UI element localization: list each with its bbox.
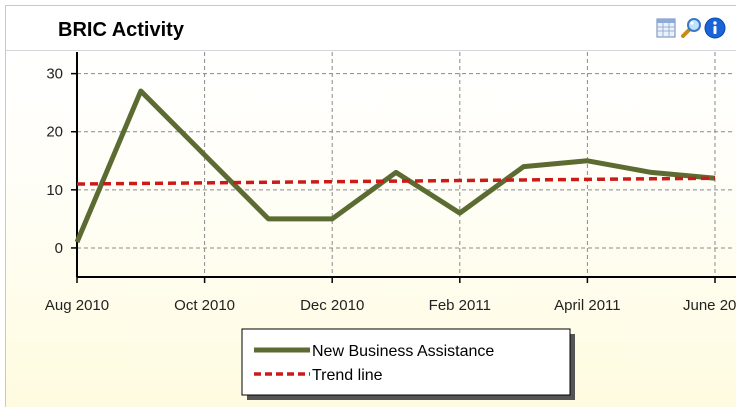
legend-box: [241, 328, 571, 396]
x-tick-label: April 2011: [554, 297, 620, 314]
magnifier-icon[interactable]: [680, 17, 702, 39]
x-tick-label: Aug 2010: [45, 297, 109, 314]
widget-header: BRIC Activity: [6, 6, 736, 51]
legend-label: Trend line: [312, 367, 383, 384]
new-business-assistance-line: [74, 88, 716, 244]
bric-activity-widget: BRIC Activity: [5, 5, 736, 407]
x-tick-label: Dec 2010: [300, 297, 364, 314]
x-tick-label: June 20: [683, 297, 736, 314]
trend-line: [76, 176, 716, 186]
y-tick-label: 30: [46, 66, 63, 83]
x-tick-label: Feb 2011: [429, 297, 491, 314]
line-chart: Aug 2010 Oct 2010 Dec 2010 Feb 2011 April 20…: [45, 52, 736, 400]
y-tick-label: 10: [46, 182, 63, 199]
table-icon[interactable]: [655, 17, 677, 39]
chart-area: Aug 2010 Oct 2010 Dec 2010 Feb 2011 April 20…: [6, 51, 736, 407]
legend-label: New Business Assistance: [312, 343, 494, 360]
y-tick-label: 20: [46, 124, 63, 141]
x-tick-label: Oct 2010: [174, 297, 235, 314]
info-icon[interactable]: [704, 17, 726, 39]
y-tick-label: 0: [55, 240, 63, 257]
widget-title: BRIC Activity: [58, 19, 184, 41]
